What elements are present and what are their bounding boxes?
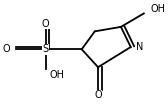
Text: N: N [136, 42, 143, 52]
Text: O: O [3, 44, 10, 54]
Text: O: O [42, 18, 50, 29]
Text: OH: OH [49, 70, 64, 80]
Text: OH: OH [150, 4, 165, 14]
Text: O: O [94, 90, 102, 100]
Text: S: S [43, 44, 49, 54]
